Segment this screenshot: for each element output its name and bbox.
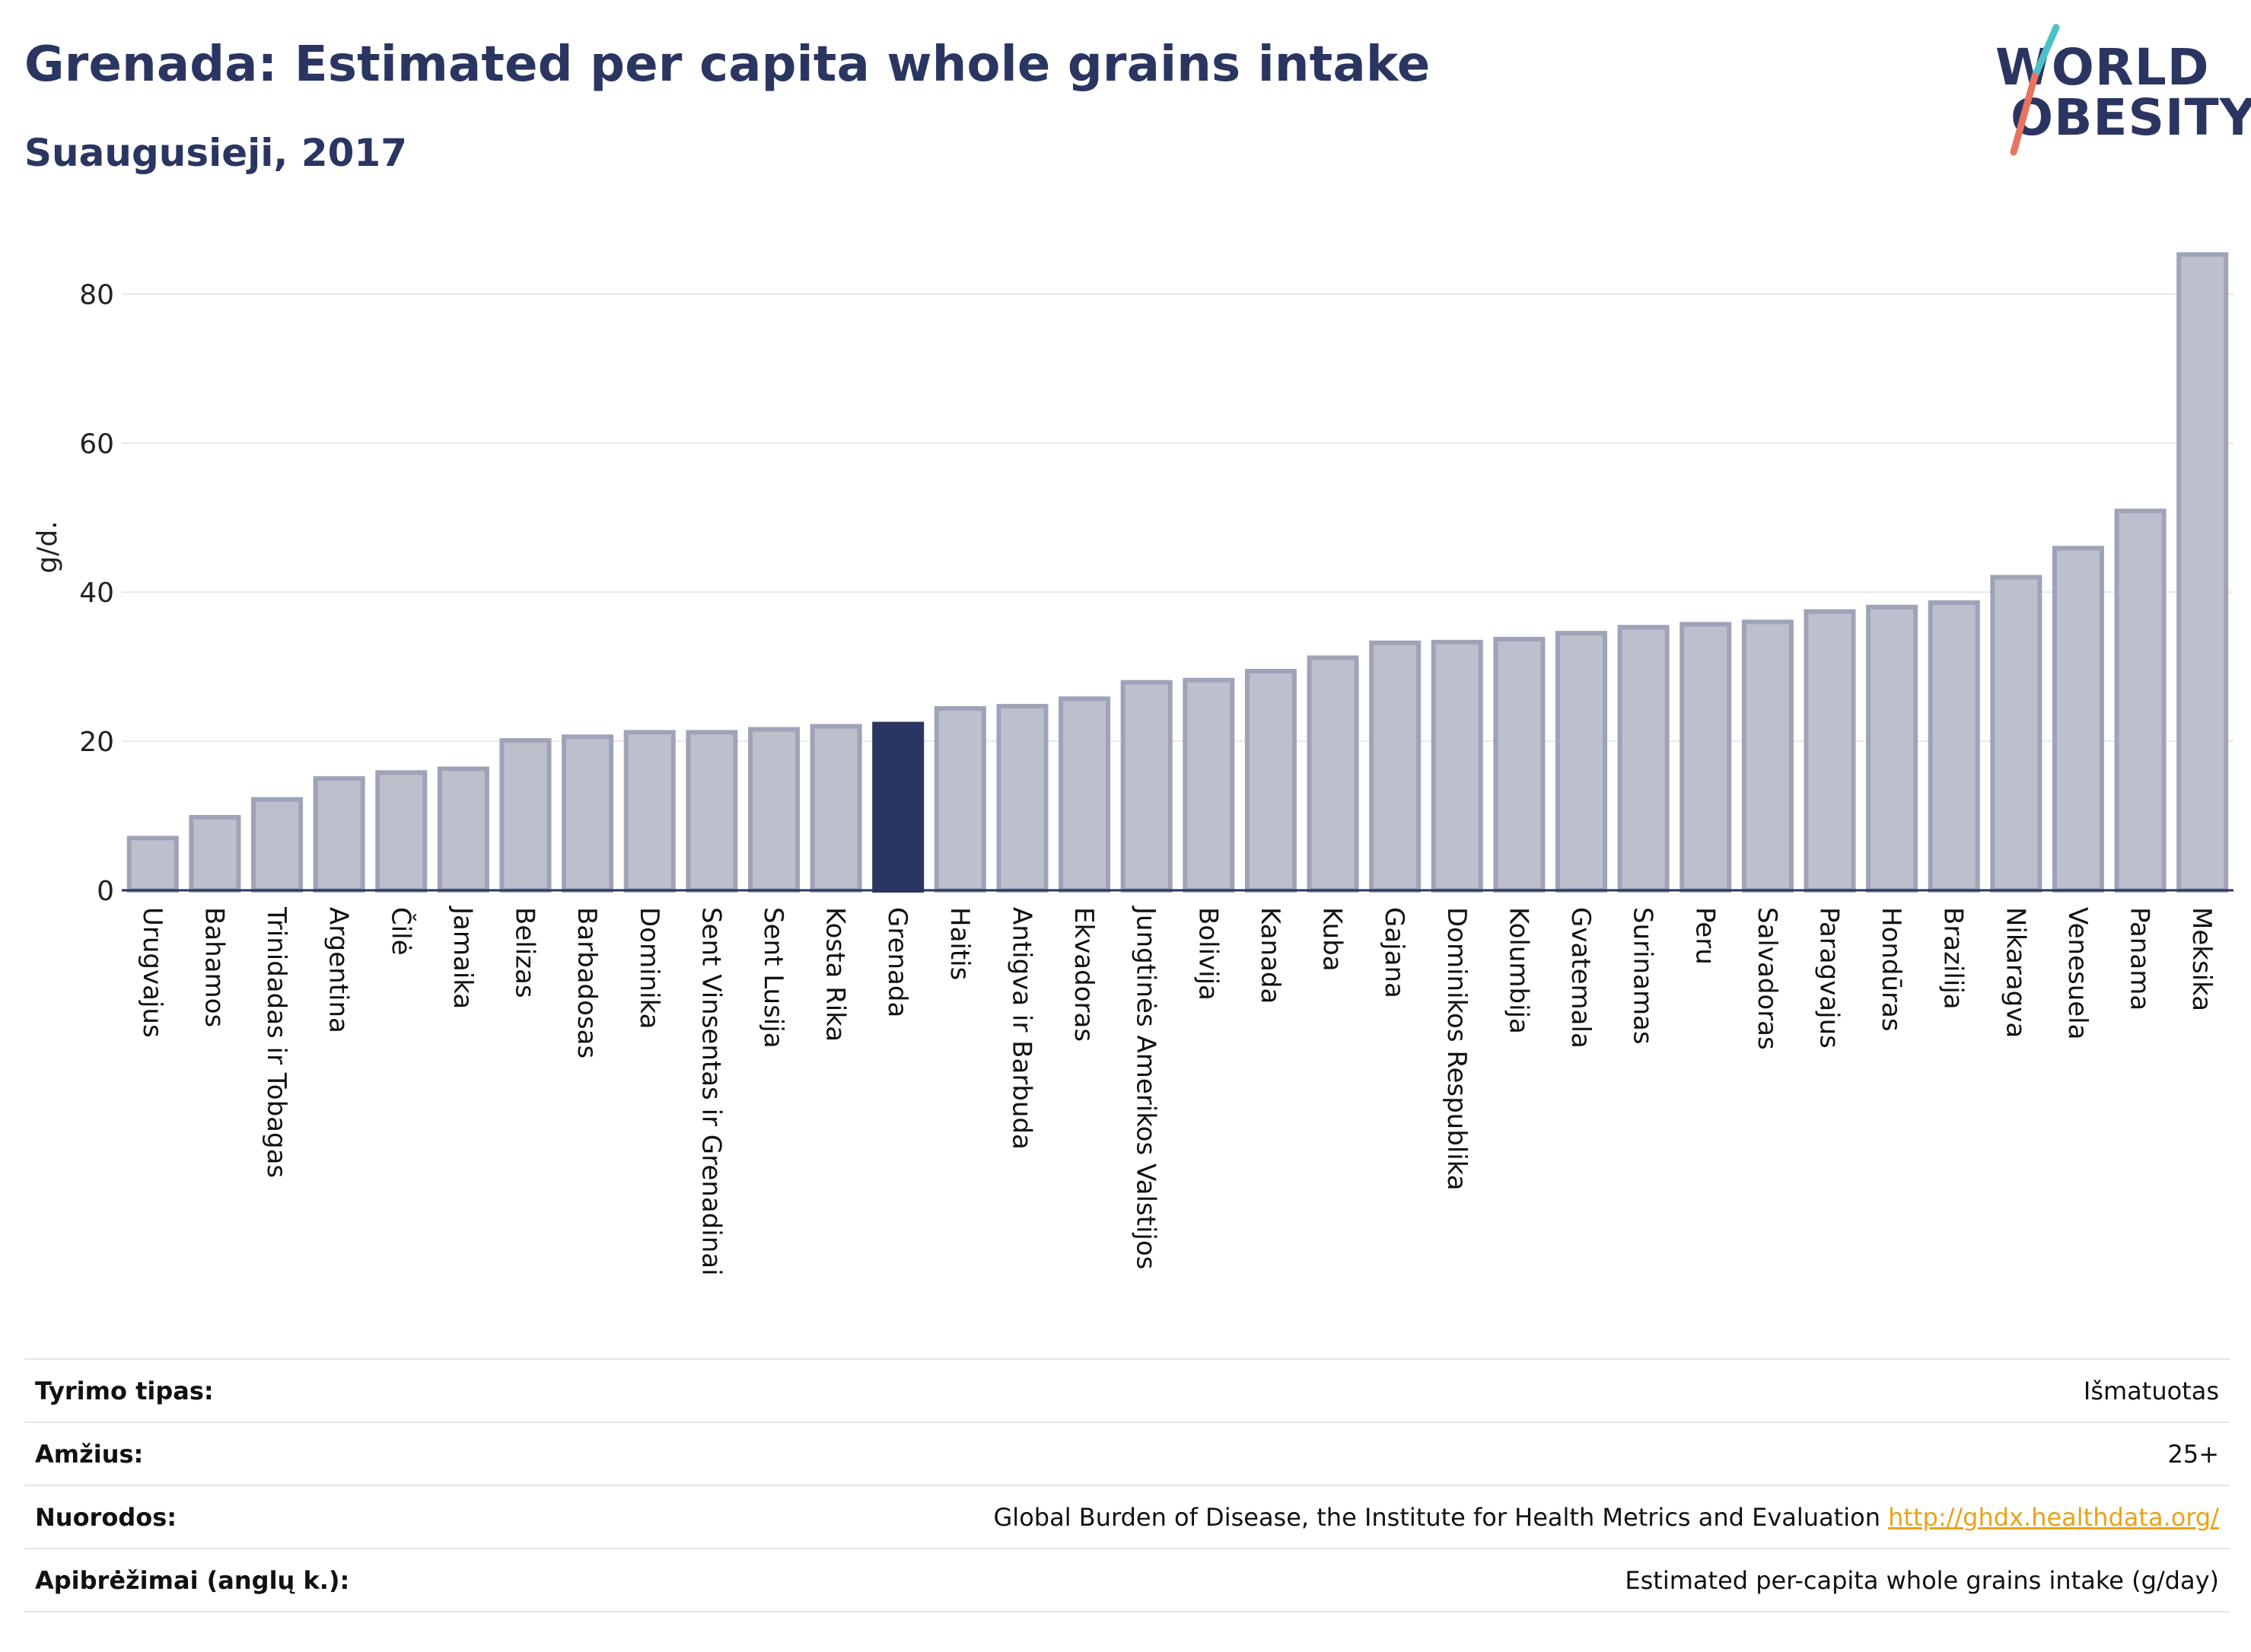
x-tick-label: Kosta Rika: [820, 907, 851, 1042]
chart-subtitle: Suaugusieji, 2017: [24, 131, 407, 175]
y-tick-label: 80: [79, 279, 114, 310]
metadata-label: Apibrėžimai (anglų k.):: [35, 1566, 350, 1595]
x-tick-label: Bolivija: [1192, 907, 1223, 1001]
metadata-value: Išmatuotas: [2083, 1377, 2219, 1405]
world-obesity-logo: WORLD OBESITY: [1986, 23, 2251, 160]
x-tick-label: Jamaika: [447, 906, 478, 1009]
bar: [996, 704, 1049, 893]
x-tick-label: Sent Vinsentas ir Grenadinai: [696, 907, 726, 1276]
bar: [375, 770, 428, 893]
bar: [1431, 639, 1483, 893]
x-tick-label: Dominika: [634, 907, 664, 1029]
bar: [1804, 609, 1856, 893]
bar: [1866, 604, 1918, 893]
x-tick-label: Urugvajus: [137, 907, 167, 1038]
x-tick-label: Bahamos: [199, 907, 229, 1027]
bar: [1617, 625, 1670, 893]
bar: [1183, 677, 1235, 893]
y-axis-label: g/d.: [32, 520, 63, 573]
bar: [437, 766, 489, 893]
x-tick-label: Peru: [1689, 907, 1720, 965]
x-tick-label: Sent Lusija: [758, 907, 788, 1049]
bar: [562, 734, 614, 893]
metadata-row: Tyrimo tipas: Išmatuotas: [24, 1358, 2230, 1422]
bar: [1493, 636, 1546, 893]
x-tick-label: Jungtinės Amerikos Valstijos: [1131, 906, 1161, 1269]
metadata-label: Nuorodos:: [35, 1503, 177, 1532]
metadata-bottom-border: [24, 1611, 2230, 1612]
metadata-label: Amžius:: [35, 1440, 144, 1469]
bar: [1679, 622, 1732, 893]
source-link[interactable]: http://ghdx.healthdata.org/: [1888, 1503, 2219, 1532]
y-tick-label: 60: [79, 428, 114, 460]
y-tick-label: 20: [79, 727, 114, 758]
metadata-row: Nuorodos: Global Burden of Disease, the I…: [24, 1485, 2230, 1549]
x-tick-label: Brazilija: [1938, 907, 1969, 1010]
bar: [2052, 546, 2104, 893]
bar: [189, 815, 241, 893]
x-tick-label: Belizas: [510, 907, 540, 998]
metadata-row: Amžius: 25+: [24, 1421, 2230, 1485]
bar: [2176, 252, 2229, 893]
x-tick-label: Grenada: [882, 907, 912, 1017]
bar: [623, 730, 676, 893]
x-tick-label: Kuba: [1317, 907, 1348, 972]
bar: [810, 724, 862, 893]
x-tick-label: Kanada: [1255, 907, 1285, 1004]
logo-stripe-icon: [2010, 24, 2060, 156]
x-tick-label: Salvadoras: [1752, 907, 1782, 1050]
bar: [1555, 631, 1608, 893]
bar: [686, 730, 738, 893]
bar: [126, 836, 179, 893]
metadata-label: Tyrimo tipas:: [35, 1377, 214, 1405]
x-tick-label: Dominikos Respublika: [1441, 907, 1472, 1191]
x-tick-label: Barbadosas: [572, 907, 602, 1058]
x-tick-label: Venesuela: [2062, 907, 2093, 1039]
bar: [1928, 600, 1980, 893]
x-tick-label: Meksika: [2186, 907, 2217, 1011]
metadata-value: Estimated per-capita whole grains intake…: [1625, 1566, 2219, 1595]
x-tick-label: Gvatemala: [1565, 907, 1596, 1049]
x-tick-label: Nikaragva: [2000, 907, 2030, 1038]
bar: [934, 705, 986, 893]
bar: [1741, 619, 1794, 893]
x-tick-label: Trinidadas ir Tobagas: [261, 906, 291, 1178]
x-tick-label: Hondūras: [1876, 907, 1906, 1032]
x-tick-label: Paragvajus: [1813, 907, 1844, 1049]
x-tick-label: Gajana: [1379, 907, 1409, 998]
bar: [1244, 669, 1297, 893]
bar: [313, 776, 365, 893]
bar: [499, 738, 552, 893]
logo-line-2: OBESITY: [2011, 88, 2251, 147]
x-tick-label: Haitis: [944, 907, 975, 980]
y-tick-label: 0: [97, 876, 114, 907]
bar: [747, 727, 800, 893]
bar: [251, 797, 304, 893]
chart-title: Grenada: Estimated per capita whole grai…: [24, 37, 1431, 93]
x-tick-label: Argentina: [323, 907, 354, 1033]
bar: [1059, 696, 1111, 893]
bar: [1369, 640, 1422, 893]
x-tick-label: Surinamas: [1628, 907, 1658, 1045]
bar: [1307, 655, 1359, 893]
x-tick-label: Ekvadoras: [1068, 907, 1099, 1042]
bar: [2114, 508, 2167, 893]
bar: [872, 721, 925, 893]
metadata-value: Global Burden of Disease, the Institute …: [993, 1503, 2220, 1532]
x-tick-label: Kolumbija: [1503, 907, 1533, 1034]
y-tick-label: 40: [79, 578, 114, 609]
metadata-row: Apibrėžimai (anglų k.): Estimated per-cap…: [24, 1548, 2230, 1612]
x-tick-label: Antigva ir Barbuda: [1006, 907, 1036, 1150]
metadata-value: 25+: [2167, 1440, 2219, 1469]
x-tick-label: Panama: [2125, 907, 2155, 1011]
bar: [1990, 575, 2042, 893]
bar: [1120, 680, 1173, 893]
bar-chart: 0 20 40 60 80 g/d. Urugvajus Bahamos Trinidadas …: [32, 252, 2233, 1276]
x-tick-label: Čilė: [385, 907, 416, 956]
